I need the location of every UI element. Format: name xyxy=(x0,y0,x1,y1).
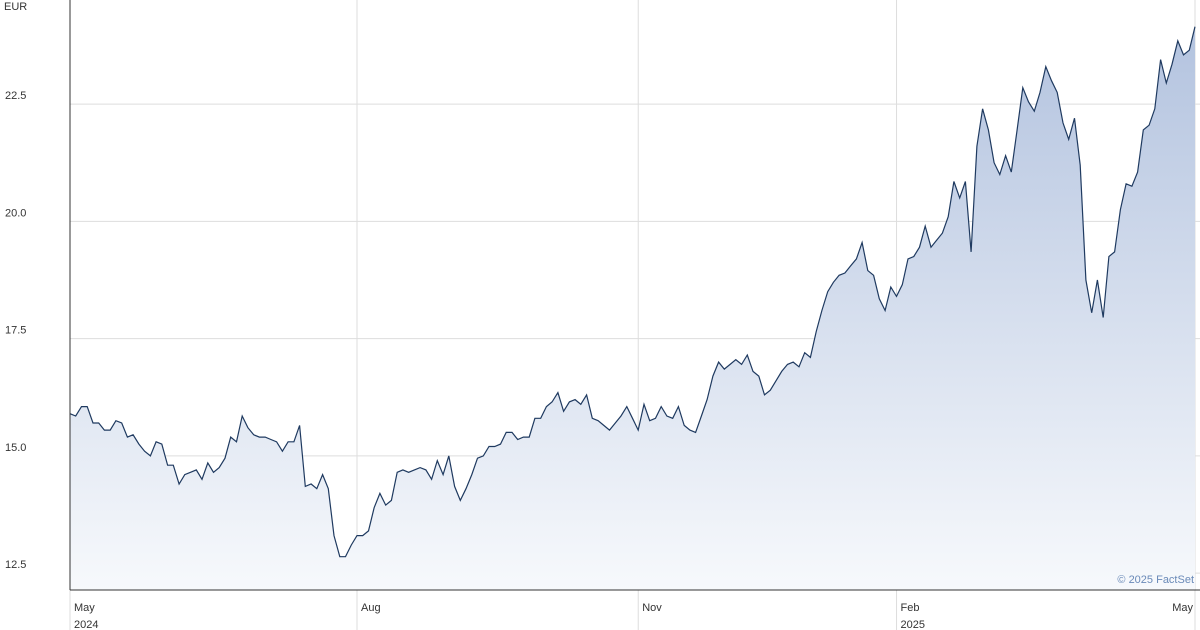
x-year-label: 2024 xyxy=(74,619,98,630)
x-tick-label: Feb xyxy=(901,602,920,614)
y-tick-label: 17.5 xyxy=(5,325,26,337)
y-tick-label: 20.0 xyxy=(5,207,26,219)
y-unit-label: EUR xyxy=(4,1,27,13)
price-line xyxy=(69,26,1196,558)
x-tick-label: May xyxy=(74,602,95,614)
y-tick-label: 12.5 xyxy=(5,559,26,571)
x-tick-label: Nov xyxy=(642,602,662,614)
y-tick-label: 15.0 xyxy=(5,442,26,454)
area-fill xyxy=(70,26,1195,590)
x-year-label: 2025 xyxy=(901,619,925,630)
x-tick-label: May xyxy=(1172,602,1193,614)
x-tick-label: Aug xyxy=(361,602,381,614)
y-tick-label: 22.5 xyxy=(5,90,26,102)
credit: © 2025 FactSet xyxy=(1117,574,1194,586)
